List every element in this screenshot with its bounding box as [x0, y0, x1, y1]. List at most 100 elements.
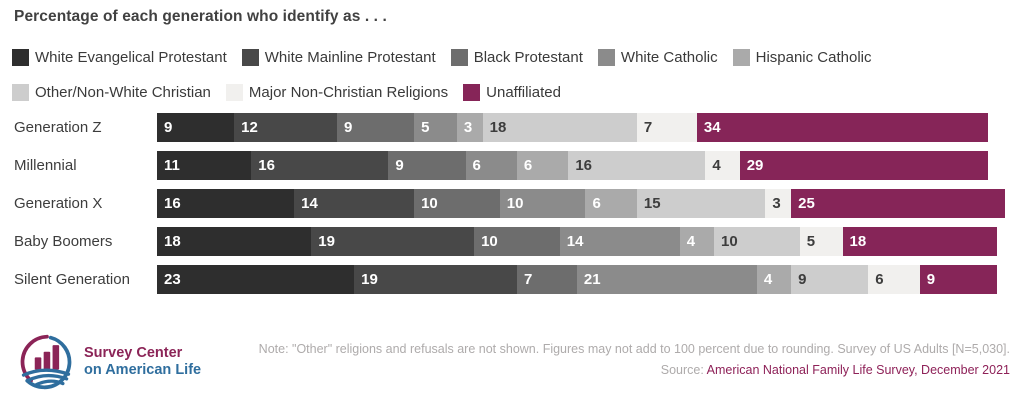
bar-segment-value: 10: [506, 195, 524, 212]
bar-segment-value: 16: [258, 157, 275, 174]
bar-segment-value: 9: [164, 119, 173, 136]
legend-label: White Mainline Protestant: [264, 49, 436, 66]
bar-segment: 6: [465, 151, 517, 180]
logo-line2: on American Life: [84, 362, 202, 378]
bar-segment: 18: [482, 113, 637, 142]
legend: White Evangelical Protestant White Mainli…: [12, 49, 1016, 101]
bar-segment: 11: [157, 151, 252, 180]
bar-segment: 15: [636, 189, 766, 218]
bar-segment: 10: [714, 227, 800, 256]
legend-swatch-icon: [732, 49, 750, 66]
survey-center-logo-icon: [20, 334, 72, 390]
bar-segment-value: 10: [481, 233, 498, 250]
legend-label: Black Protestant: [473, 49, 583, 66]
chart: Generation Z 9 12 9 5 3 18 7 34 Millennial 11 16 9 6 6…: [14, 113, 1014, 303]
bar-segment-value: 18: [164, 233, 181, 250]
bar-segment: 4: [756, 265, 792, 294]
bar-segment-value: 10: [721, 233, 738, 250]
bar-segment: 18: [842, 227, 997, 256]
legend-label: Other/Non-White Christian: [35, 84, 211, 101]
bar-segment-value: 4: [763, 271, 773, 288]
logo-line1: Survey Center: [84, 345, 183, 362]
legend-swatch-icon: [225, 84, 243, 101]
bar-segment: 10: [414, 189, 500, 218]
source-prefix: Source:: [660, 362, 707, 377]
legend-swatch-icon: [597, 49, 615, 66]
chart-row: Silent Generation 23 19 7 21 4 9 6 9: [14, 265, 1014, 294]
bar-segment: 7: [636, 113, 697, 142]
bar-segment: 5: [799, 227, 843, 256]
bar-stack: 11 16 9 6 6 16 4 29: [157, 151, 1014, 180]
bar-segment: 21: [576, 265, 757, 294]
source-link[interactable]: American National Family Life Survey, De…: [706, 362, 1010, 377]
bar-segment: 14: [559, 227, 680, 256]
bar-segment: 9: [157, 113, 235, 142]
bar-segment: 9: [919, 265, 997, 294]
bar-segment-value: 15: [643, 195, 661, 212]
bar-segment: 6: [516, 151, 569, 180]
bar-segment-value: 7: [643, 119, 653, 136]
logo-text: Survey Center on American Life: [84, 345, 201, 378]
bar-stack: 9 12 9 5 3 18 7 34: [157, 113, 1014, 142]
bar-segment-value: 14: [566, 233, 584, 250]
bar-segment-value: 6: [523, 157, 533, 174]
bar-segment-value: 3: [463, 119, 473, 136]
bar-segment: 5: [414, 113, 457, 142]
bar-segment: 18: [157, 227, 312, 256]
bar-segment: 19: [354, 265, 517, 294]
legend-item: White Mainline Protestant: [241, 49, 436, 66]
legend-label: Hispanic Catholic: [755, 49, 872, 66]
row-label: Generation X: [14, 195, 103, 212]
bar-segment: 6: [868, 265, 920, 294]
footnote: Note: "Other" religions and refusals are…: [242, 340, 1010, 380]
chart-title: Percentage of each generation who identi…: [14, 8, 387, 25]
legend-swatch-icon: [463, 84, 481, 101]
bar-segment: 3: [765, 189, 792, 218]
bar-segment: 25: [791, 189, 1006, 218]
bar-segment: 9: [388, 151, 466, 180]
bar-segment-value: 16: [575, 157, 592, 174]
bar-segment-value: 12: [241, 119, 258, 136]
chart-row: Baby Boomers 18 19 10 14 4 10 5 18: [14, 227, 1014, 256]
bar-segment: 16: [251, 151, 389, 180]
bar-segment-value: 23: [164, 271, 181, 288]
bar-segment: 16: [568, 151, 706, 180]
legend-swatch-icon: [241, 49, 259, 66]
bar-segment: 14: [294, 189, 415, 218]
bar-segment-value: 9: [395, 157, 404, 174]
bar-segment-value: 10: [421, 195, 438, 212]
bar-segment-value: 9: [343, 119, 353, 136]
legend-item: Black Protestant: [450, 49, 583, 66]
bar-segment: 34: [696, 113, 989, 142]
legend-swatch-icon: [12, 84, 29, 101]
bar-segment: 16: [157, 189, 295, 218]
bar-segment-value: 34: [703, 119, 721, 136]
bar-segment: 3: [456, 113, 483, 142]
row-label: Baby Boomers: [14, 233, 113, 250]
bar-stack: 16 14 10 10 6 15 3 25: [157, 189, 1014, 218]
bar-segment: 4: [705, 151, 740, 180]
bar-segment-value: 9: [926, 271, 936, 288]
legend-label: White Catholic: [620, 49, 718, 66]
bar-segment: 29: [739, 151, 989, 180]
bar-segment-value: 6: [472, 157, 481, 174]
legend-swatch-icon: [450, 49, 468, 66]
bar-segment: 12: [234, 113, 337, 142]
bar-segment-value: 19: [318, 233, 335, 250]
bar-segment-value: 29: [746, 157, 764, 174]
row-label: Silent Generation: [14, 271, 130, 288]
bar-segment: 19: [311, 227, 475, 256]
bar-stack: 23 19 7 21 4 9 6 9: [157, 265, 1014, 294]
legend-item: White Evangelical Protestant: [12, 49, 227, 66]
bar-segment-value: 21: [583, 271, 601, 288]
bar-segment: 6: [585, 189, 637, 218]
logo: Survey Center on American Life: [16, 332, 201, 392]
legend-label: White Evangelical Protestant: [35, 49, 227, 66]
bar-segment-value: 5: [806, 233, 816, 250]
bar-stack: 18 19 10 14 4 10 5 18: [157, 227, 1014, 256]
legend-swatch-icon: [12, 49, 29, 66]
legend-item: Unaffiliated: [463, 84, 561, 101]
bar-segment-value: 18: [489, 119, 507, 136]
bar-segment: 23: [157, 265, 355, 294]
